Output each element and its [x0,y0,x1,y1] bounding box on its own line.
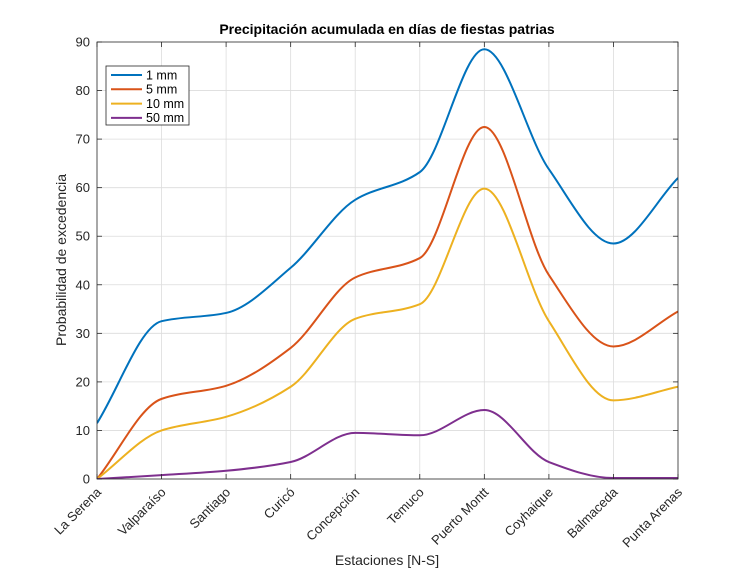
y-tick-label: 40 [76,277,90,292]
y-tick-label: 20 [76,374,90,389]
chart-title: Precipitación acumulada en días de fiest… [219,21,555,37]
grid [97,42,678,479]
series-line-5-mm [97,125,678,479]
legend-label: 5 mm [146,83,177,97]
y-tick-labels: 0 10 20 30 40 50 60 70 80 90 [76,35,90,487]
y-tick-label: 50 [76,229,90,244]
y-tick-label: 10 [76,423,90,438]
y-axis-label: Probabilidad de excedencia [53,174,69,346]
series-layer [97,48,678,479]
series-line-10-mm [97,187,678,479]
x-axis-label: Estaciones [N-S] [335,552,439,568]
y-tick-label: 0 [83,472,90,487]
y-tick-label: 90 [76,35,90,50]
legend-label: 50 mm [146,111,184,125]
axes-box [96,41,679,480]
series-line-1-mm [97,48,678,424]
legend-label: 10 mm [146,97,184,111]
plot-area [97,42,678,479]
y-tick-label: 80 [76,83,90,98]
y-tick-label: 30 [76,326,90,341]
y-tick-label: 60 [76,180,90,195]
y-tick-label: 70 [76,132,90,147]
ticks [96,41,679,480]
legend-label: 1 mm [146,68,177,82]
series-line-50-mm [97,409,678,479]
